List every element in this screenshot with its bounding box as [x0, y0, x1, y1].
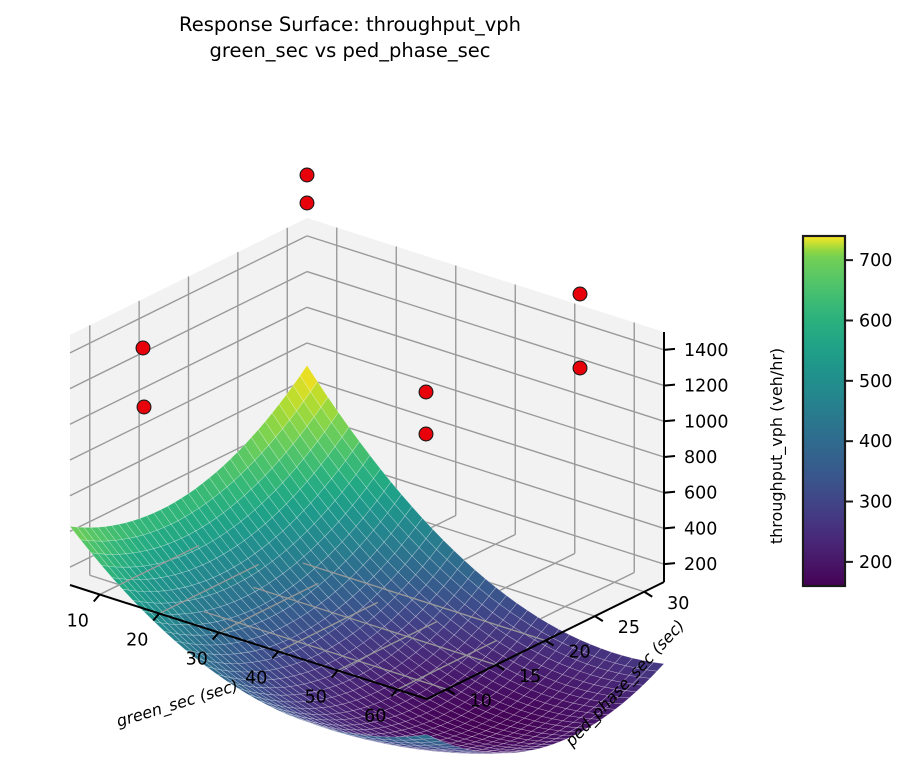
- axis-tick-label: 1000: [684, 412, 729, 432]
- response-surface: [69, 364, 665, 754]
- scatter-points: [135, 167, 588, 442]
- axis-tick-label: 800: [684, 448, 717, 468]
- scatter-point[interactable]: [418, 384, 434, 400]
- chart-title-line1: Response Surface: throughput_vph: [179, 13, 521, 36]
- colorbar-gradient: [801, 234, 847, 588]
- scatter-point[interactable]: [418, 426, 434, 442]
- axis-tick-label: 200: [684, 555, 717, 575]
- axis-tick-label: 1200: [684, 377, 729, 397]
- axis-ticks: [92, 347, 676, 698]
- axis-tick-label: 10: [67, 612, 89, 632]
- axis-tick-label: 10: [470, 691, 492, 711]
- axis-tick-label: 30: [186, 650, 208, 670]
- colorbar-tick-label: 400: [859, 432, 892, 452]
- colorbar[interactable]: 200 300 400 500 600 700: [801, 234, 892, 588]
- floor-front-grid: [99, 544, 546, 691]
- chart-title: Response Surface: throughput_vph green_s…: [0, 12, 700, 63]
- scatter-point[interactable]: [299, 195, 315, 211]
- scatter-point[interactable]: [572, 360, 588, 376]
- colorbar-tick-label: 600: [859, 311, 892, 331]
- scatter-point[interactable]: [572, 286, 588, 302]
- axis-tick-label: 20: [126, 631, 148, 651]
- axis-tick-label: 20: [568, 643, 590, 663]
- axis-tick-label: 60: [364, 707, 386, 727]
- axis-tick-label: 400: [684, 519, 717, 539]
- axis-tick-label: 25: [618, 618, 640, 638]
- scatter-point[interactable]: [135, 340, 151, 356]
- colorbar-ticks: 200 300 400 500 600 700: [845, 251, 892, 573]
- colorbar-tick-label: 500: [859, 372, 892, 392]
- axis-tick-label: 40: [245, 669, 267, 689]
- axis-tick-label: throughput_vph (veh/hr): [767, 348, 787, 544]
- axis-tick-label: 15: [519, 667, 541, 687]
- axis-tick-label: 1400: [684, 341, 729, 361]
- axis-tick-label: 600: [684, 484, 717, 504]
- colorbar-tick-label: 200: [859, 553, 892, 573]
- chart-title-line2: green_sec vs ped_phase_sec: [209, 38, 491, 62]
- colorbar-tick-label: 700: [859, 251, 892, 271]
- scatter-point[interactable]: [136, 399, 152, 415]
- colorbar-tick-label: 300: [859, 493, 892, 513]
- axis-tick-label: 30: [667, 594, 689, 614]
- axis-tick-label: green_sec (sec): [114, 676, 240, 732]
- scatter-point[interactable]: [299, 167, 315, 183]
- axis-tick-label: 50: [305, 688, 327, 708]
